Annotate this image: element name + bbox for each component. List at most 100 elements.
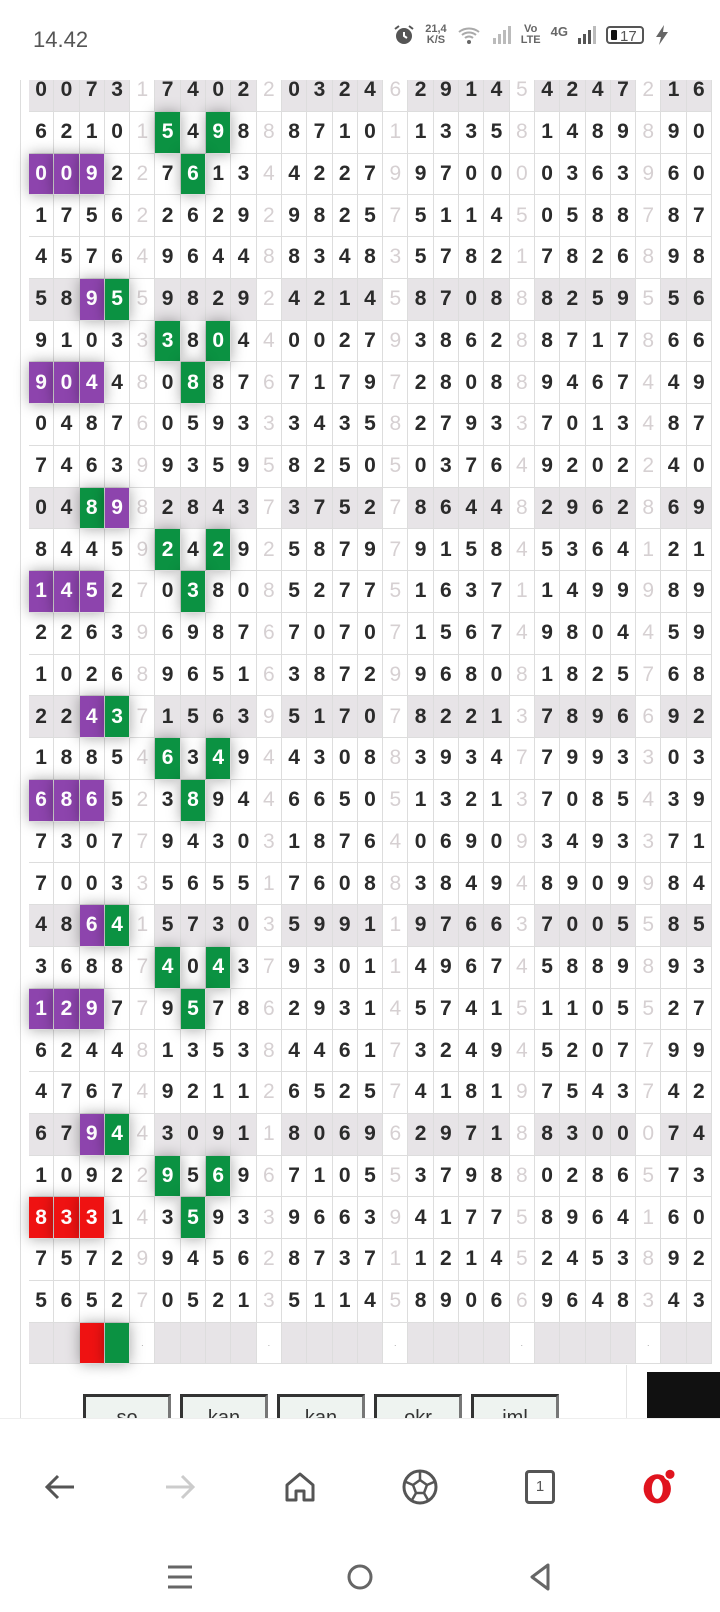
grid-cell: 0 (155, 362, 181, 404)
grid-cell: 1 (155, 1030, 181, 1072)
grid-cell: 9 (560, 863, 586, 905)
grid-cell: 8 (281, 445, 308, 488)
grid-cell: 6 (585, 362, 611, 404)
grid-cell: 5 (206, 445, 232, 488)
back-nav-button[interactable] (523, 1560, 557, 1594)
grid-separator-cell: 1 (509, 237, 535, 279)
grid-cell: 8 (534, 863, 561, 905)
grid-cell: 5 (408, 988, 434, 1031)
grid-cell: 9 (459, 404, 485, 446)
grid-separator-cell: 5 (636, 905, 662, 947)
grid-separator-cell: 4 (636, 779, 662, 822)
grid-cell: 7 (534, 404, 561, 446)
grid-separator-cell: 7 (130, 571, 156, 613)
back-icon (44, 1474, 74, 1500)
grid-cell (231, 1322, 257, 1365)
grid-cell: 2 (104, 571, 131, 613)
grid-cell: 6 (180, 654, 207, 697)
status-bar: 14.42 21,4 K/S Vo LTE 4G 17 (0, 0, 720, 80)
recents-button[interactable] (163, 1560, 197, 1594)
grid-cell: 0 (408, 821, 434, 864)
grid-cell: 6 (661, 1197, 687, 1239)
grid-cell: 5 (29, 1280, 55, 1323)
grid-cell: 1 (408, 779, 434, 822)
grid-separator-cell: 8 (509, 278, 535, 321)
grid-cell: 8 (459, 237, 485, 279)
forward-button[interactable] (160, 1467, 200, 1507)
grid-cell: 9 (307, 905, 333, 947)
grid-cell: 2 (206, 529, 232, 571)
grid-cell: 5 (686, 905, 713, 947)
grid-cell: 9 (610, 946, 637, 989)
grid-separator-cell: 9 (509, 1072, 535, 1114)
grid-cell: 5 (155, 111, 181, 154)
grid-cell: 7 (610, 1030, 637, 1072)
grid-separator-cell: 2 (256, 1072, 282, 1114)
grid-cell: 7 (433, 988, 460, 1031)
grid-cell: 4 (54, 445, 80, 488)
grid-cell: 3 (686, 738, 713, 780)
grid-separator-cell: 6 (256, 612, 282, 655)
grid-separator-cell: 7 (383, 487, 409, 530)
grid-cell: 4 (610, 1197, 637, 1239)
grid-cell: 2 (206, 195, 232, 237)
grid-cell: 9 (281, 946, 308, 989)
grid-separator-cell: 0 (509, 153, 535, 196)
grid-cell: 1 (484, 1113, 510, 1156)
back-button[interactable] (40, 1467, 80, 1507)
grid-separator-cell: 5 (509, 195, 535, 237)
grid-cell: 1 (433, 529, 460, 571)
grid-cell: 8 (281, 111, 308, 154)
grid-cell: 4 (281, 738, 308, 780)
grid-cell: 8 (585, 946, 611, 989)
grid-separator-cell: 5 (509, 1197, 535, 1239)
grid-cell: 8 (610, 1280, 637, 1323)
grid-cell: 8 (408, 487, 434, 530)
opera-menu-button[interactable] (640, 1467, 680, 1507)
sports-button[interactable] (400, 1467, 440, 1507)
grid-cell: 8 (585, 111, 611, 154)
grid-separator-cell: 4 (636, 362, 662, 404)
grid-cell: 4 (484, 80, 510, 112)
grid-cell: 9 (610, 111, 637, 154)
grid-cell: 8 (610, 195, 637, 237)
grid-cell: 4 (29, 237, 55, 279)
grid-cell: 7 (29, 821, 55, 864)
grid-cell: 0 (79, 821, 105, 864)
grid-cell: 8 (79, 946, 105, 989)
grid-cell: 0 (332, 1155, 358, 1198)
home-circle-icon (347, 1564, 373, 1590)
home-nav-button[interactable] (343, 1560, 377, 1594)
grid-cell: 3 (408, 1030, 434, 1072)
grid-cell: 6 (155, 612, 181, 655)
grid-cell: 9 (206, 779, 232, 822)
grid-cell: 2 (104, 1155, 131, 1198)
grid-cell: 7 (29, 1239, 55, 1281)
grid-cell (560, 1322, 586, 1365)
grid-separator-cell: . (130, 1322, 156, 1365)
grid-cell: 1 (332, 111, 358, 154)
grid-cell: 2 (560, 445, 586, 488)
grid-separator-cell: 7 (636, 1072, 662, 1114)
grid-cell: 3 (54, 1197, 80, 1239)
grid-separator-cell: 1 (383, 1239, 409, 1281)
grid-cell: 1 (357, 1030, 384, 1072)
grid-cell: 6 (585, 1197, 611, 1239)
grid-cell: 7 (484, 571, 510, 613)
grid-cell: 8 (206, 612, 232, 655)
grid-cell: 9 (29, 362, 55, 404)
grid-cell: 9 (433, 738, 460, 780)
grid-cell: 9 (560, 487, 586, 530)
grid-cell: 3 (408, 863, 434, 905)
grid-cell: 8 (560, 696, 586, 738)
browser-toolbar: 1 (0, 1418, 720, 1543)
grid-cell: 8 (180, 487, 207, 530)
grid-cell: 3 (307, 237, 333, 279)
tabs-button[interactable]: 1 (520, 1467, 560, 1507)
home-button[interactable] (280, 1467, 320, 1507)
grid-cell: 1 (29, 988, 55, 1031)
grid-cell: 5 (79, 571, 105, 613)
grid-cell: 0 (585, 445, 611, 488)
grid-cell: 8 (79, 404, 105, 446)
grid-cell: 9 (206, 404, 232, 446)
